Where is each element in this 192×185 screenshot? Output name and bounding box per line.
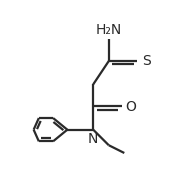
- Text: O: O: [125, 100, 136, 114]
- Text: N: N: [88, 132, 98, 146]
- Text: S: S: [142, 54, 151, 68]
- Text: H₂N: H₂N: [96, 23, 122, 37]
